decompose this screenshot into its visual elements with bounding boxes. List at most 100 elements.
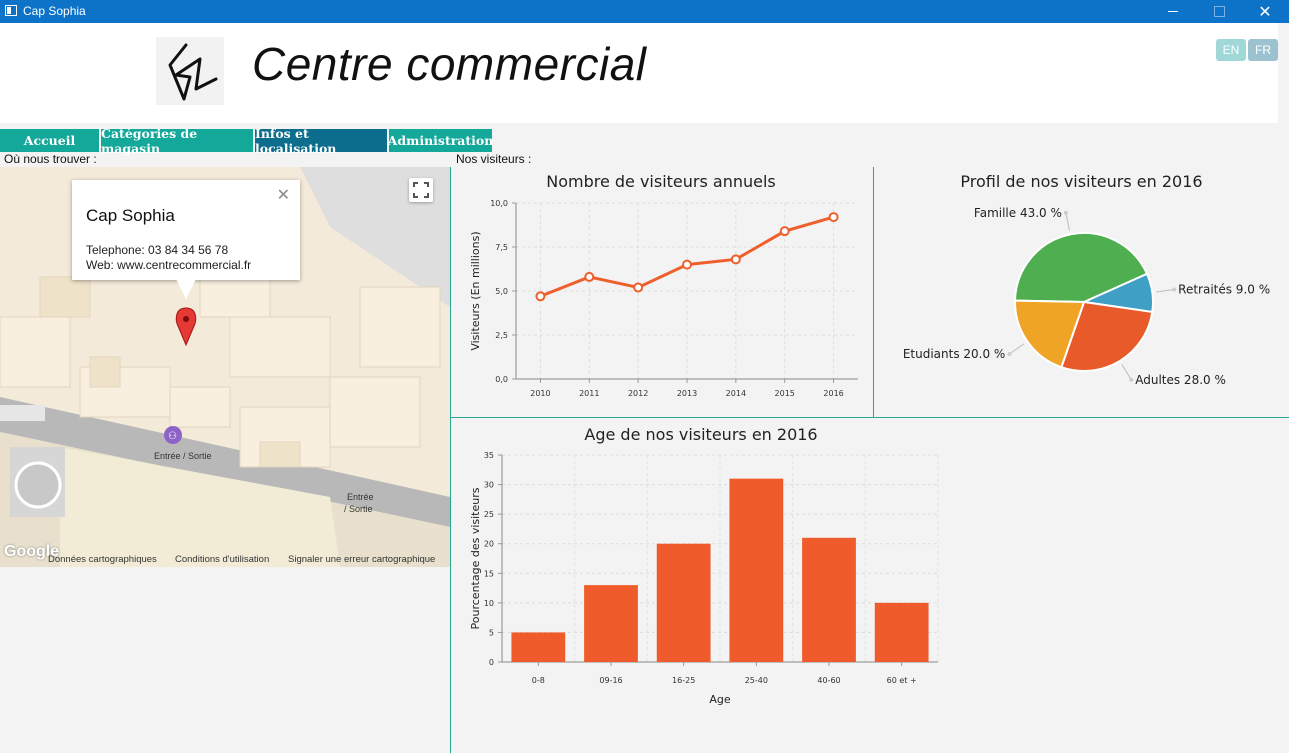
brand-logo [156, 37, 224, 105]
map-canvas: ⚇ [0, 167, 450, 567]
bar-chart-ytick-label: 0 [489, 658, 494, 667]
map-label-entrance: Entrée / Sortie [154, 451, 212, 461]
line-chart-title: Nombre de visiteurs annuels [546, 172, 776, 191]
pie-slice [1013, 232, 1149, 304]
pie-slice-label: Famille 43.0 % [974, 206, 1062, 220]
bar-chart-ytick-label: 35 [484, 451, 494, 460]
bar-chart-title: Age de nos visiteurs en 2016 [584, 425, 818, 444]
pie-label-leader [1156, 289, 1175, 293]
line-chart-ytick-label: 10,0 [490, 199, 508, 208]
pie-label-dot [1129, 377, 1134, 382]
tab-categories[interactable]: Catégories de magasin [101, 126, 253, 156]
maximize-icon [1213, 6, 1225, 17]
location-marker-icon[interactable] [175, 307, 197, 347]
lang-en-button[interactable]: EN [1216, 39, 1246, 61]
line-chart-xtick-label: 2015 [775, 389, 795, 398]
line-chart: 0,0 2,5 5,0 7,5 10,0 2010 2011 2012 2013 2014 2015… [469, 199, 858, 398]
info-window-web: Web: www.centrecommercial.fr [86, 258, 252, 272]
info-window-close-icon[interactable]: ✕ [276, 187, 290, 204]
pie-chart-title: Profil de nos visiteurs en 2016 [960, 172, 1203, 191]
line-chart-xtick-label: 2012 [628, 389, 648, 398]
minimize-button[interactable] [1150, 0, 1196, 23]
pie-slice-label: Etudiants 20.0 % [903, 347, 1006, 361]
line-chart-ytick-label: 2,5 [495, 331, 508, 340]
brand-logo-mark-icon [168, 43, 218, 101]
bar-chart-xlabel: Age [709, 693, 731, 706]
info-window-phone: Telephone: 03 84 34 56 78 [86, 243, 229, 257]
map-terms-link[interactable]: Conditions d'utilisation [175, 554, 270, 565]
line-chart-point [535, 291, 546, 302]
close-button[interactable]: ✕ [1242, 0, 1288, 23]
info-window-title: Cap Sophia [86, 206, 175, 225]
bar [729, 478, 784, 662]
line-chart-xtick-label: 2011 [579, 389, 599, 398]
map-fullscreen-button[interactable] [409, 178, 433, 202]
tab-infos-localisation[interactable]: Infos et localisation [255, 126, 387, 156]
map-report-link[interactable]: Signaler une erreur cartographique [288, 554, 436, 565]
pie-slice-label: Adultes 28.0 % [1135, 373, 1226, 387]
maximize-button[interactable] [1196, 0, 1242, 23]
window-title: Cap Sophia [23, 4, 86, 18]
pie-label-leader [1121, 364, 1132, 381]
app-icon [5, 5, 17, 16]
line-chart-ytick-label: 7,5 [495, 243, 508, 252]
line-chart-xtick-label: 2013 [677, 389, 697, 398]
panel-divider-horizontal [450, 417, 1289, 418]
bar [656, 543, 711, 662]
pie-slice [1014, 299, 1086, 369]
map-label-entrance-2a: Entrée [347, 492, 374, 502]
tab-accueil[interactable]: Accueil [0, 129, 99, 152]
window-titlebar: Cap Sophia ✕ [0, 0, 1289, 23]
line-chart-point [779, 226, 790, 237]
map-label-entrance-2b: / Sortie [344, 504, 373, 514]
line-chart-xtick-label: 2016 [823, 389, 843, 398]
pie-chart: Famille 43.0 % Retraités 9.0 % Adultes 28.… [903, 206, 1270, 387]
bar-chart-xtick-label: 09-16 [599, 676, 622, 685]
bar [511, 632, 566, 662]
line-chart-point [584, 271, 595, 282]
google-logo: Google [4, 543, 60, 560]
line-chart-xtick-label: 2010 [530, 389, 550, 398]
bar [874, 602, 929, 662]
map-info-window: ✕ Cap Sophia Telephone: 03 84 34 56 78 W… [72, 180, 300, 280]
pie-label-leader [1065, 212, 1070, 231]
panel-divider-vertical [450, 167, 451, 753]
bar-chart-ytick-label: 20 [484, 540, 494, 549]
location-section-label: Où nous trouver : [4, 152, 97, 166]
svg-text:⚇: ⚇ [168, 431, 177, 442]
pie-label-dot [1172, 287, 1177, 292]
bar-chart-xtick-label: 60 et + [887, 676, 917, 685]
bar [584, 585, 638, 662]
bar-chart-ytick-label: 10 [484, 599, 494, 608]
header: Centre commercial EN FR [0, 23, 1278, 123]
location-map[interactable]: ⚇ Entrée / Sortie Entrée / Sortie ✕ Cap … [0, 167, 450, 567]
bar-chart-xtick-label: 40-60 [817, 676, 840, 685]
info-window-tail [176, 279, 196, 299]
bar-chart-xtick-label: 0-8 [532, 676, 545, 685]
bar-chart-xtick-label: 16-25 [672, 676, 695, 685]
line-chart-ytick-label: 5,0 [495, 287, 508, 296]
map-data-link[interactable]: Données cartographiques [48, 554, 157, 565]
tab-administration[interactable]: Administration [388, 129, 493, 152]
line-chart-ylabel: Visiteurs (En millions) [469, 231, 482, 350]
bar-chart-ytick-label: 25 [484, 510, 494, 519]
lang-fr-button[interactable]: FR [1248, 39, 1278, 61]
pie-slice [1060, 300, 1154, 372]
line-chart-point [633, 282, 644, 293]
line-chart-point [682, 259, 692, 270]
line-chart-ytick-label: 0,0 [495, 375, 508, 384]
line-chart-point [730, 254, 741, 265]
bar-chart-ytick-label: 15 [484, 569, 494, 578]
pie-slice-label: Retraités 9.0 % [1178, 283, 1270, 297]
fullscreen-icon [413, 182, 429, 198]
bar [802, 537, 856, 662]
minimize-icon [1168, 11, 1178, 12]
brand-title: Centre commercial [252, 38, 647, 90]
bar-chart-ytick-label: 30 [484, 481, 494, 490]
bar-chart: 0 5 10 15 20 25 30 35 0-8 09-16 16-25 25-40 40-60 60 … [469, 451, 939, 706]
pie-label-dot [1063, 210, 1068, 215]
bar-chart-ylabel: Pourcentage des visiteurs [469, 487, 482, 629]
panel-divider-charts [873, 167, 874, 417]
bar-chart-ytick-label: 5 [489, 628, 494, 637]
close-icon: ✕ [1258, 1, 1272, 21]
